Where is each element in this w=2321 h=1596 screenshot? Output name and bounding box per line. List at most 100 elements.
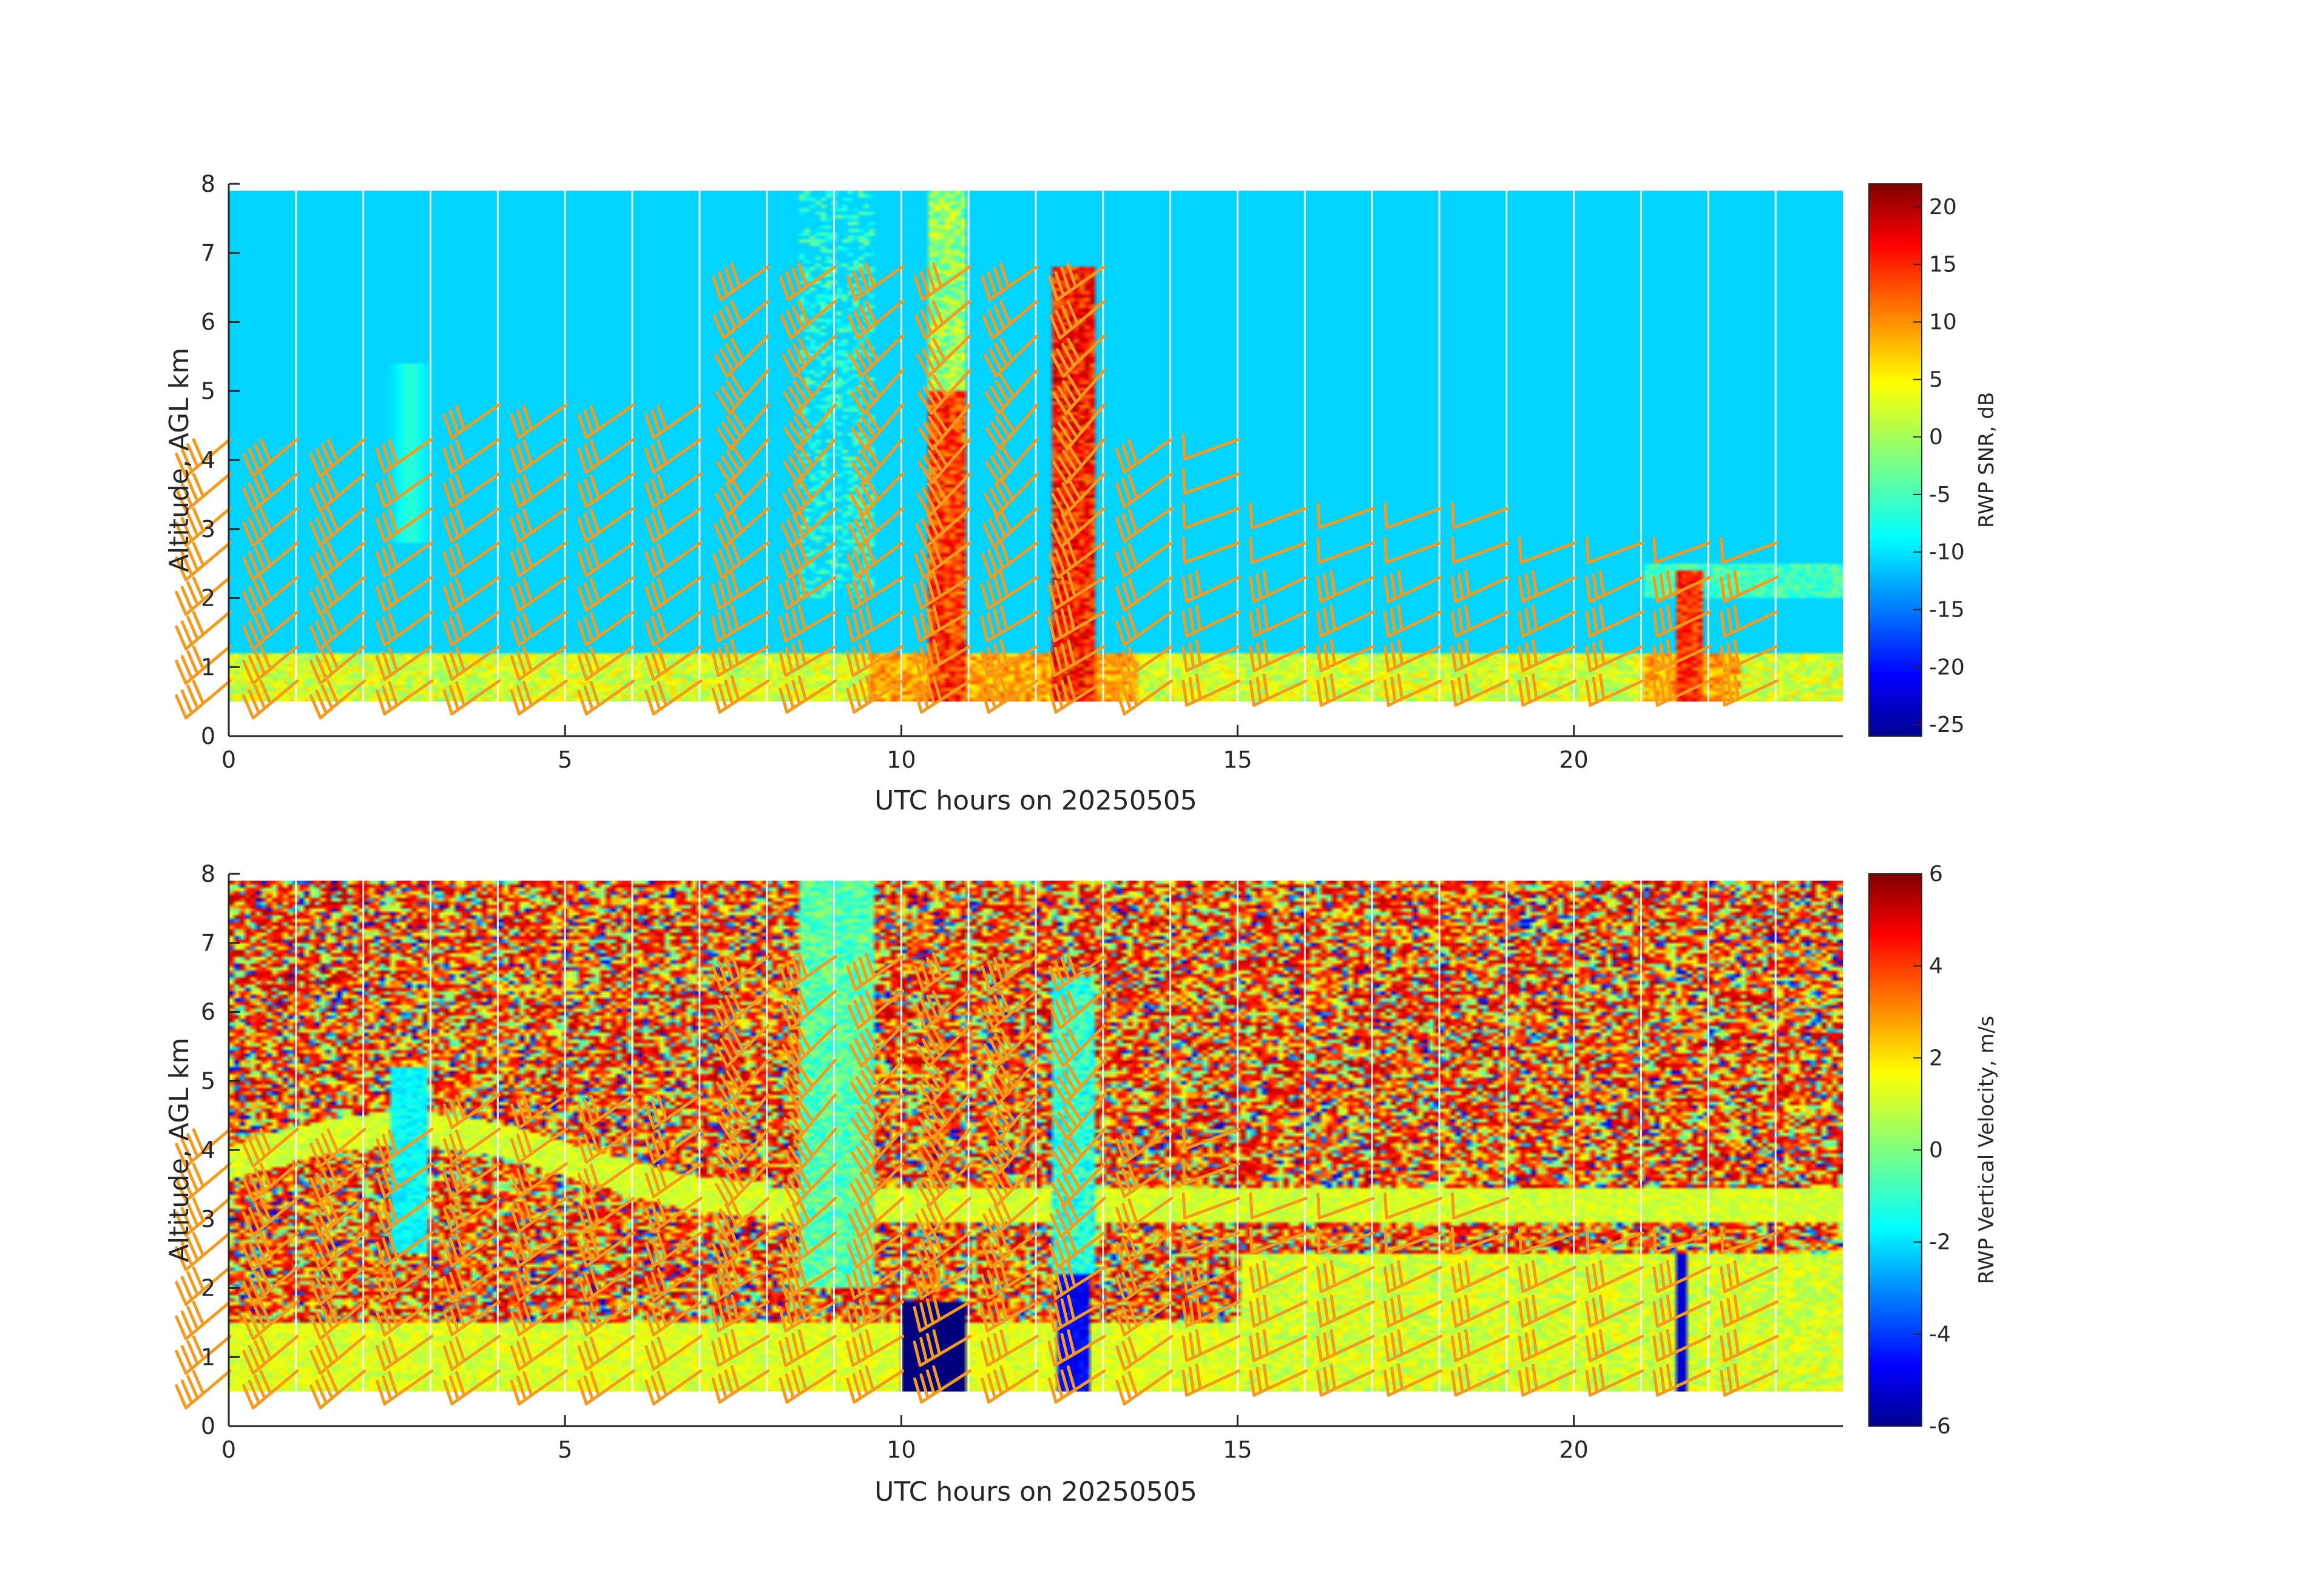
wind-barb [1450,673,1510,707]
wind-barb [1048,262,1106,302]
wind-barb [1720,1226,1779,1254]
wind-barb [442,1162,501,1199]
wind-barb [984,1058,1039,1105]
y-tick-label: 3 [201,1206,215,1233]
wind-barb [309,575,367,616]
wind-barb [510,1093,568,1129]
wind-barb [1383,536,1442,564]
wind-barb [1181,1123,1241,1151]
wind-barb [783,1128,837,1175]
wind-barb [783,403,837,451]
wind-barb [1181,1158,1241,1185]
wind-barb [1181,1192,1241,1220]
x-tick-label: 20 [1559,1436,1588,1463]
wind-barb [1316,1260,1375,1294]
wind-barb [577,1128,635,1164]
wind-barb [913,639,971,677]
wind-barb [309,644,367,685]
wind-barb [711,1261,770,1300]
wind-barb [375,472,434,509]
wind-barb [1049,989,1106,1030]
wind-barb [983,1024,1039,1068]
wind-barb [846,675,905,714]
wind-barb [1450,1363,1510,1397]
wind-barb [1316,604,1375,638]
wind-barb [442,644,501,681]
wind-barb [779,1261,837,1300]
vv-x-ticks: 0 5 10 15 20 [221,1415,1589,1463]
wind-barb [510,1231,568,1268]
wind-barb [1450,1192,1510,1220]
wind-barb [1249,536,1308,564]
wind-barb [1181,1329,1241,1362]
wind-barb [242,1369,299,1410]
colorbar-tick-label: 0 [1929,425,1943,450]
wind-barb [1383,639,1442,672]
wind-barb [846,1261,905,1300]
wind-barb [851,403,905,451]
wind-barb [175,1197,232,1237]
wind-barb [375,1197,434,1233]
wind-barb [1047,1294,1106,1333]
wind-barb [1585,1363,1644,1397]
wind-barb [712,262,770,302]
wind-barb [644,575,703,612]
wind-barb [309,1265,367,1306]
snr-colorbar-gradient [1868,183,1922,737]
wind-barb [510,575,568,612]
wind-barb [1450,1226,1510,1254]
x-tick-label: 0 [221,746,236,773]
wind-barb [846,262,905,302]
wind-barb [175,1300,232,1341]
snr-colorbar-label: RWP SNR, dB [1975,392,1999,528]
vv-colorbar-label: RWP Vertical Velocity, m/s [1975,1016,1999,1285]
wind-barb [1049,507,1106,549]
wind-barb [242,1334,299,1375]
wind-barb [783,1058,837,1105]
wind-barb [913,262,971,302]
colorbar-tick-label: 20 [1929,195,1957,220]
wind-barb [980,1294,1039,1333]
wind-barb [716,1093,770,1141]
wind-barb [175,679,232,720]
wind-barb [1249,604,1308,638]
wind-barb [175,472,232,513]
wind-barb [442,472,501,509]
wind-barb [242,472,299,513]
wind-barb [1383,502,1442,530]
wind-barb [375,507,434,543]
wind-barb [982,299,1039,340]
wind-barb [1383,570,1442,604]
wind-barb [711,1329,770,1367]
wind-barb [577,1197,635,1233]
wind-barb [1047,675,1106,714]
y-tick-label: 1 [201,1344,215,1370]
wind-barb [1720,604,1779,638]
wind-barb [915,1197,971,1239]
wind-barb [309,1300,367,1341]
wind-barb [510,1300,568,1337]
x-tick-label: 15 [1223,746,1252,773]
wind-barb [644,1300,703,1337]
vv-y-ticks: 0 1 2 3 4 5 6 7 8 [201,861,240,1439]
wind-barb [1181,673,1241,707]
colorbar-tick-label: -6 [1929,1414,1951,1439]
wind-barb [644,507,703,543]
wind-barb [1585,1329,1644,1362]
wind-barb [1115,507,1174,543]
wind-barb [1316,639,1375,672]
colorbar-tick-label: 5 [1929,367,1943,392]
vv-x-axis-label: UTC hours on 20250505 [874,1476,1197,1507]
wind-barb [577,541,635,578]
wind-barb [778,1329,837,1367]
wind-barb [1450,639,1510,672]
wind-barb [1652,1363,1712,1397]
wind-barb [1316,570,1375,604]
wind-barb [1316,1192,1375,1220]
wind-barb [985,403,1039,451]
wind-barb [309,1231,367,1272]
wind-barb [1720,673,1779,707]
wind-barb [375,1128,434,1164]
snr-panel: 0 5 10 15 20 0 1 2 3 4 5 6 7 8 UTC hours on 20250505… [164,171,1999,816]
wind-barb [1383,673,1442,707]
